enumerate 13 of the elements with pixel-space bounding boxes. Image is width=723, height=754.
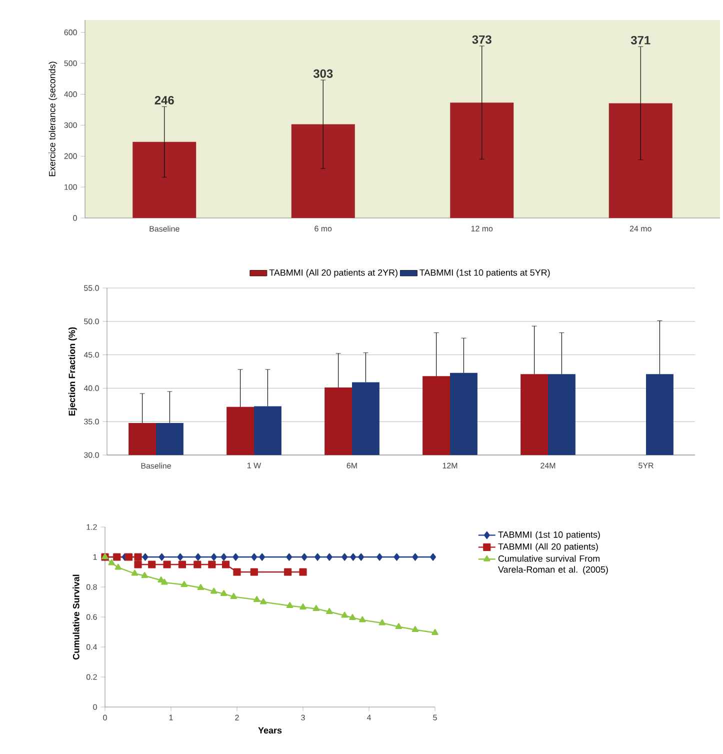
legend-label: TABMMI (1st 10 patients) [498,531,600,540]
annotation: 303 [313,69,333,78]
y-axis-title: Exercice tolerance (seconds) [48,62,58,176]
legend-label: TABMMI (All 20 patients) [498,543,598,552]
y-axis-title: Cumulative Survival [72,574,80,660]
legend-label: Cumulative survival From Varela-Roman et al. (2005) [498,555,608,574]
legend-label: TABMMI (1st 10 patients at 5YR) [420,269,550,278]
x-axis-title: Years [258,727,282,734]
y-axis-title: Ejection Fraction (%) [68,327,77,416]
annotation: 246 [154,96,174,104]
legend-label: TABMMI (All 20 patients at 2YR) [269,269,398,278]
annotation: 371 [630,36,650,44]
annotation: 373 [472,35,492,44]
